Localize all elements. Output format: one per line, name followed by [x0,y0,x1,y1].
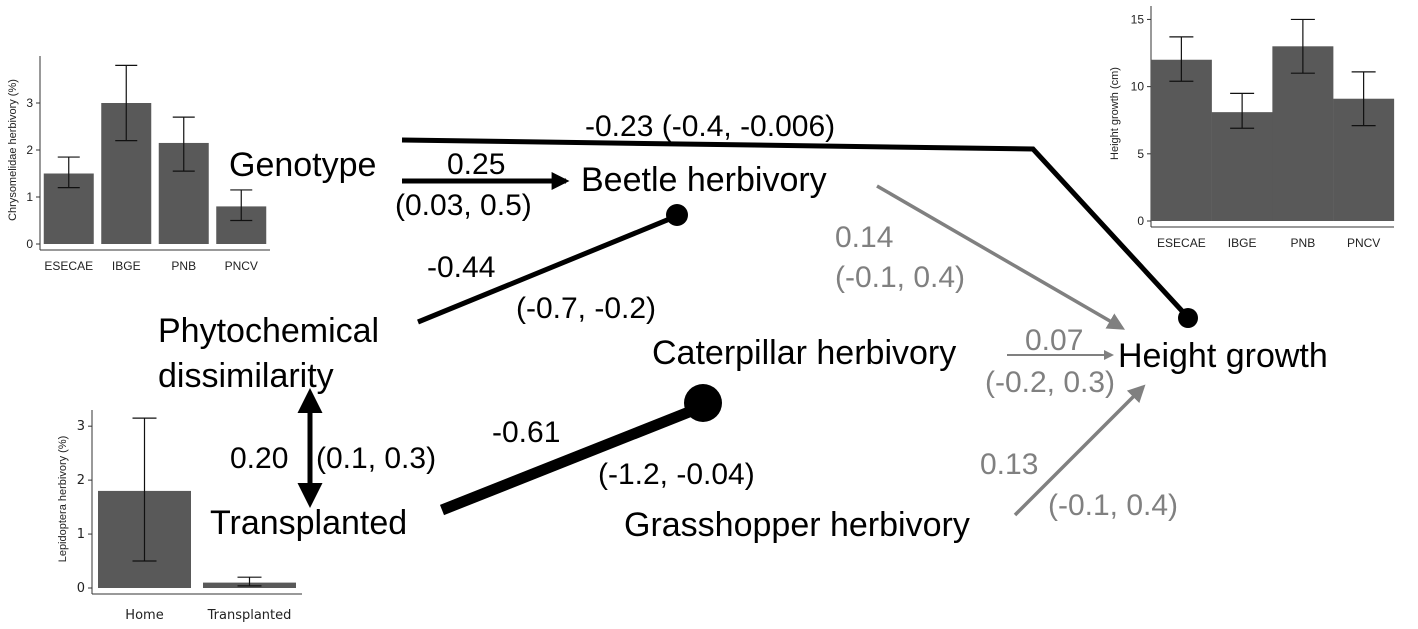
lepid-ytick-label: 3 [77,419,85,434]
label-genotype-height: -0.23 (-0.4, -0.006) [585,110,835,143]
chart-lepidoptera: 0 1 2 3 Lepidoptera herbivory (%) Home Transpl… [57,410,302,623]
height-ytick-label: 10 [1131,80,1145,94]
height-bar-esecae [1150,59,1212,221]
node-phytochemical-line2: dissimilarity [158,357,334,395]
node-phytochemical-line1: Phytochemical [158,312,379,350]
node-grasshopper-herbivory: Grasshopper herbivory [624,506,970,544]
label-grasshopper-height-coef: 0.13 [980,448,1038,481]
height-ytick-label: 5 [1137,147,1144,161]
chryso-xtick-pncv: PNCV [225,259,258,273]
label-phyto-transplanted-coef: 0.20 [230,442,288,475]
label-beetle-height-coef: 0.14 [835,221,893,254]
height-xtick-esecae: ESECAE [1157,236,1206,250]
chryso-ytick-label: 1 [26,190,33,204]
chryso-ytick-label: 0 [26,237,33,251]
node-genotype: Genotype [229,146,376,184]
label-beetle-height-ci: (-0.1, 0.4) [835,261,965,294]
node-transplanted: Transplanted [210,504,407,542]
chart-chrysomelidae: 0 1 2 3 Chrysomelidae herbivory (%) ESECAE IBG… [7,56,270,273]
node-height-growth: Height growth [1118,337,1328,375]
label-genotype-beetle-coef: 0.25 [447,148,505,181]
chryso-ytick-label: 2 [26,143,33,157]
lepid-xtick-home: Home [125,608,163,623]
lepid-ytick-label: 2 [77,473,85,488]
lepid-xtick-transplanted: Transplanted [207,608,292,623]
edge-genotype-height [401,137,1185,314]
height-ylabel: Height growth (cm) [1109,67,1121,160]
label-phyto-beetle-coef: -0.44 [427,251,495,284]
chart-height-growth: 0 5 10 15 Height growth (cm) ESECAE IBGE PNB PNC… [1109,6,1395,250]
label-phyto-beetle-ci: (-0.7, -0.2) [516,292,656,325]
height-ytick-label: 15 [1131,12,1145,26]
chryso-xtick-esecae: ESECAE [44,259,93,273]
height-bar-ibge [1211,112,1273,221]
lepid-ylabel: Lepidoptera herbivory (%) [57,436,69,563]
label-transplanted-caterpillar-coef: -0.61 [492,416,560,449]
label-phyto-transplanted-ci: (0.1, 0.3) [316,442,436,475]
label-caterpillar-height-coef: 0.07 [1025,324,1083,357]
lepid-ytick-label: 1 [77,527,85,542]
label-genotype-beetle-ci: (0.03, 0.5) [395,189,532,222]
label-caterpillar-height-ci: (-0.2, 0.3) [985,366,1115,399]
edge-phyto-beetle-end [666,204,688,226]
label-grasshopper-height-ci: (-0.1, 0.4) [1048,489,1178,522]
edge-grasshopper-height [1013,384,1146,517]
edge-transplanted-caterpillar-end [684,384,722,422]
chryso-xtick-ibge: IBGE [112,259,141,273]
edge-beetle-height [876,184,1126,330]
height-ytick-label: 0 [1137,214,1144,228]
height-bar-pnb [1272,46,1334,221]
chryso-xtick-pnb: PNB [171,259,196,273]
edge-genotype-height-end [1178,308,1198,328]
height-xtick-pncv: PNCV [1347,236,1380,250]
edge-transplanted-caterpillar [439,404,697,516]
node-caterpillar-herbivory: Caterpillar herbivory [652,334,956,372]
node-beetle-herbivory: Beetle herbivory [581,161,827,199]
chryso-ylabel: Chrysomelidae herbivory (%) [7,79,19,221]
label-transplanted-caterpillar-ci: (-1.2, -0.04) [598,458,755,491]
chryso-ytick-label: 3 [26,96,33,110]
lepid-ytick-label: 0 [77,581,85,596]
height-xtick-ibge: IBGE [1228,236,1257,250]
height-xtick-pnb: PNB [1291,236,1316,250]
edge-phyto-beetle [417,215,673,325]
